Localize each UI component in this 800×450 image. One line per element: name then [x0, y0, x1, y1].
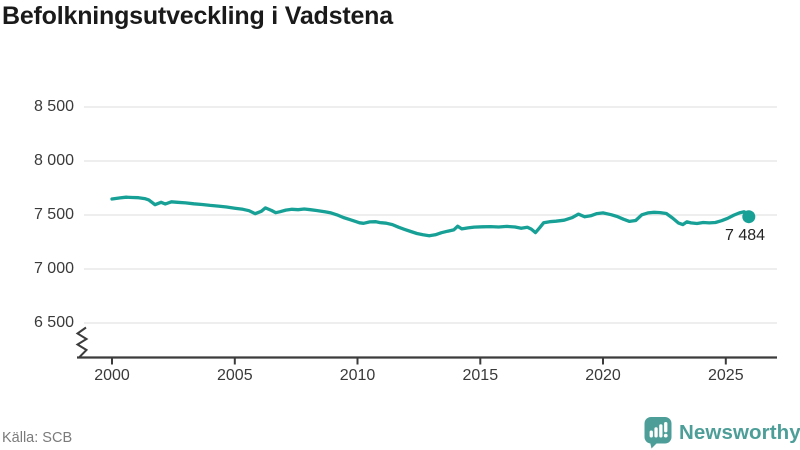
newsworthy-wordmark: Newsworthy: [679, 420, 800, 444]
x-tick-label: 2020: [585, 367, 621, 384]
axis-break-zigzag-icon: [75, 326, 89, 358]
population-line: [110, 195, 751, 238]
x-tick-label: 2000: [94, 367, 130, 384]
newsworthy-logo: Newsworthy: [644, 416, 800, 449]
x-tick-label: 2005: [217, 367, 253, 384]
y-tick-label: 8 000: [33, 152, 74, 169]
y-tick-label: 7 500: [33, 206, 74, 223]
latest-value-label: 7 484: [724, 227, 766, 244]
y-tick-label: 6 500: [33, 314, 74, 331]
page-title: Befolkningsutveckling i Vadstena: [2, 2, 393, 30]
latest-value-dot: [742, 210, 756, 224]
source-attribution: Källa: SCB: [2, 430, 73, 446]
x-tick-label: 2015: [462, 367, 499, 384]
x-axis: [77, 356, 777, 365]
y-tick-label: 7 000: [33, 260, 74, 277]
gridlines: [84, 106, 777, 324]
x-tick-label: 2025: [708, 367, 744, 384]
newsworthy-speech-bubble-bar-chart-icon: [644, 417, 672, 449]
y-tick-label: 8 500: [33, 98, 74, 115]
x-tick-label: 2010: [339, 367, 376, 384]
